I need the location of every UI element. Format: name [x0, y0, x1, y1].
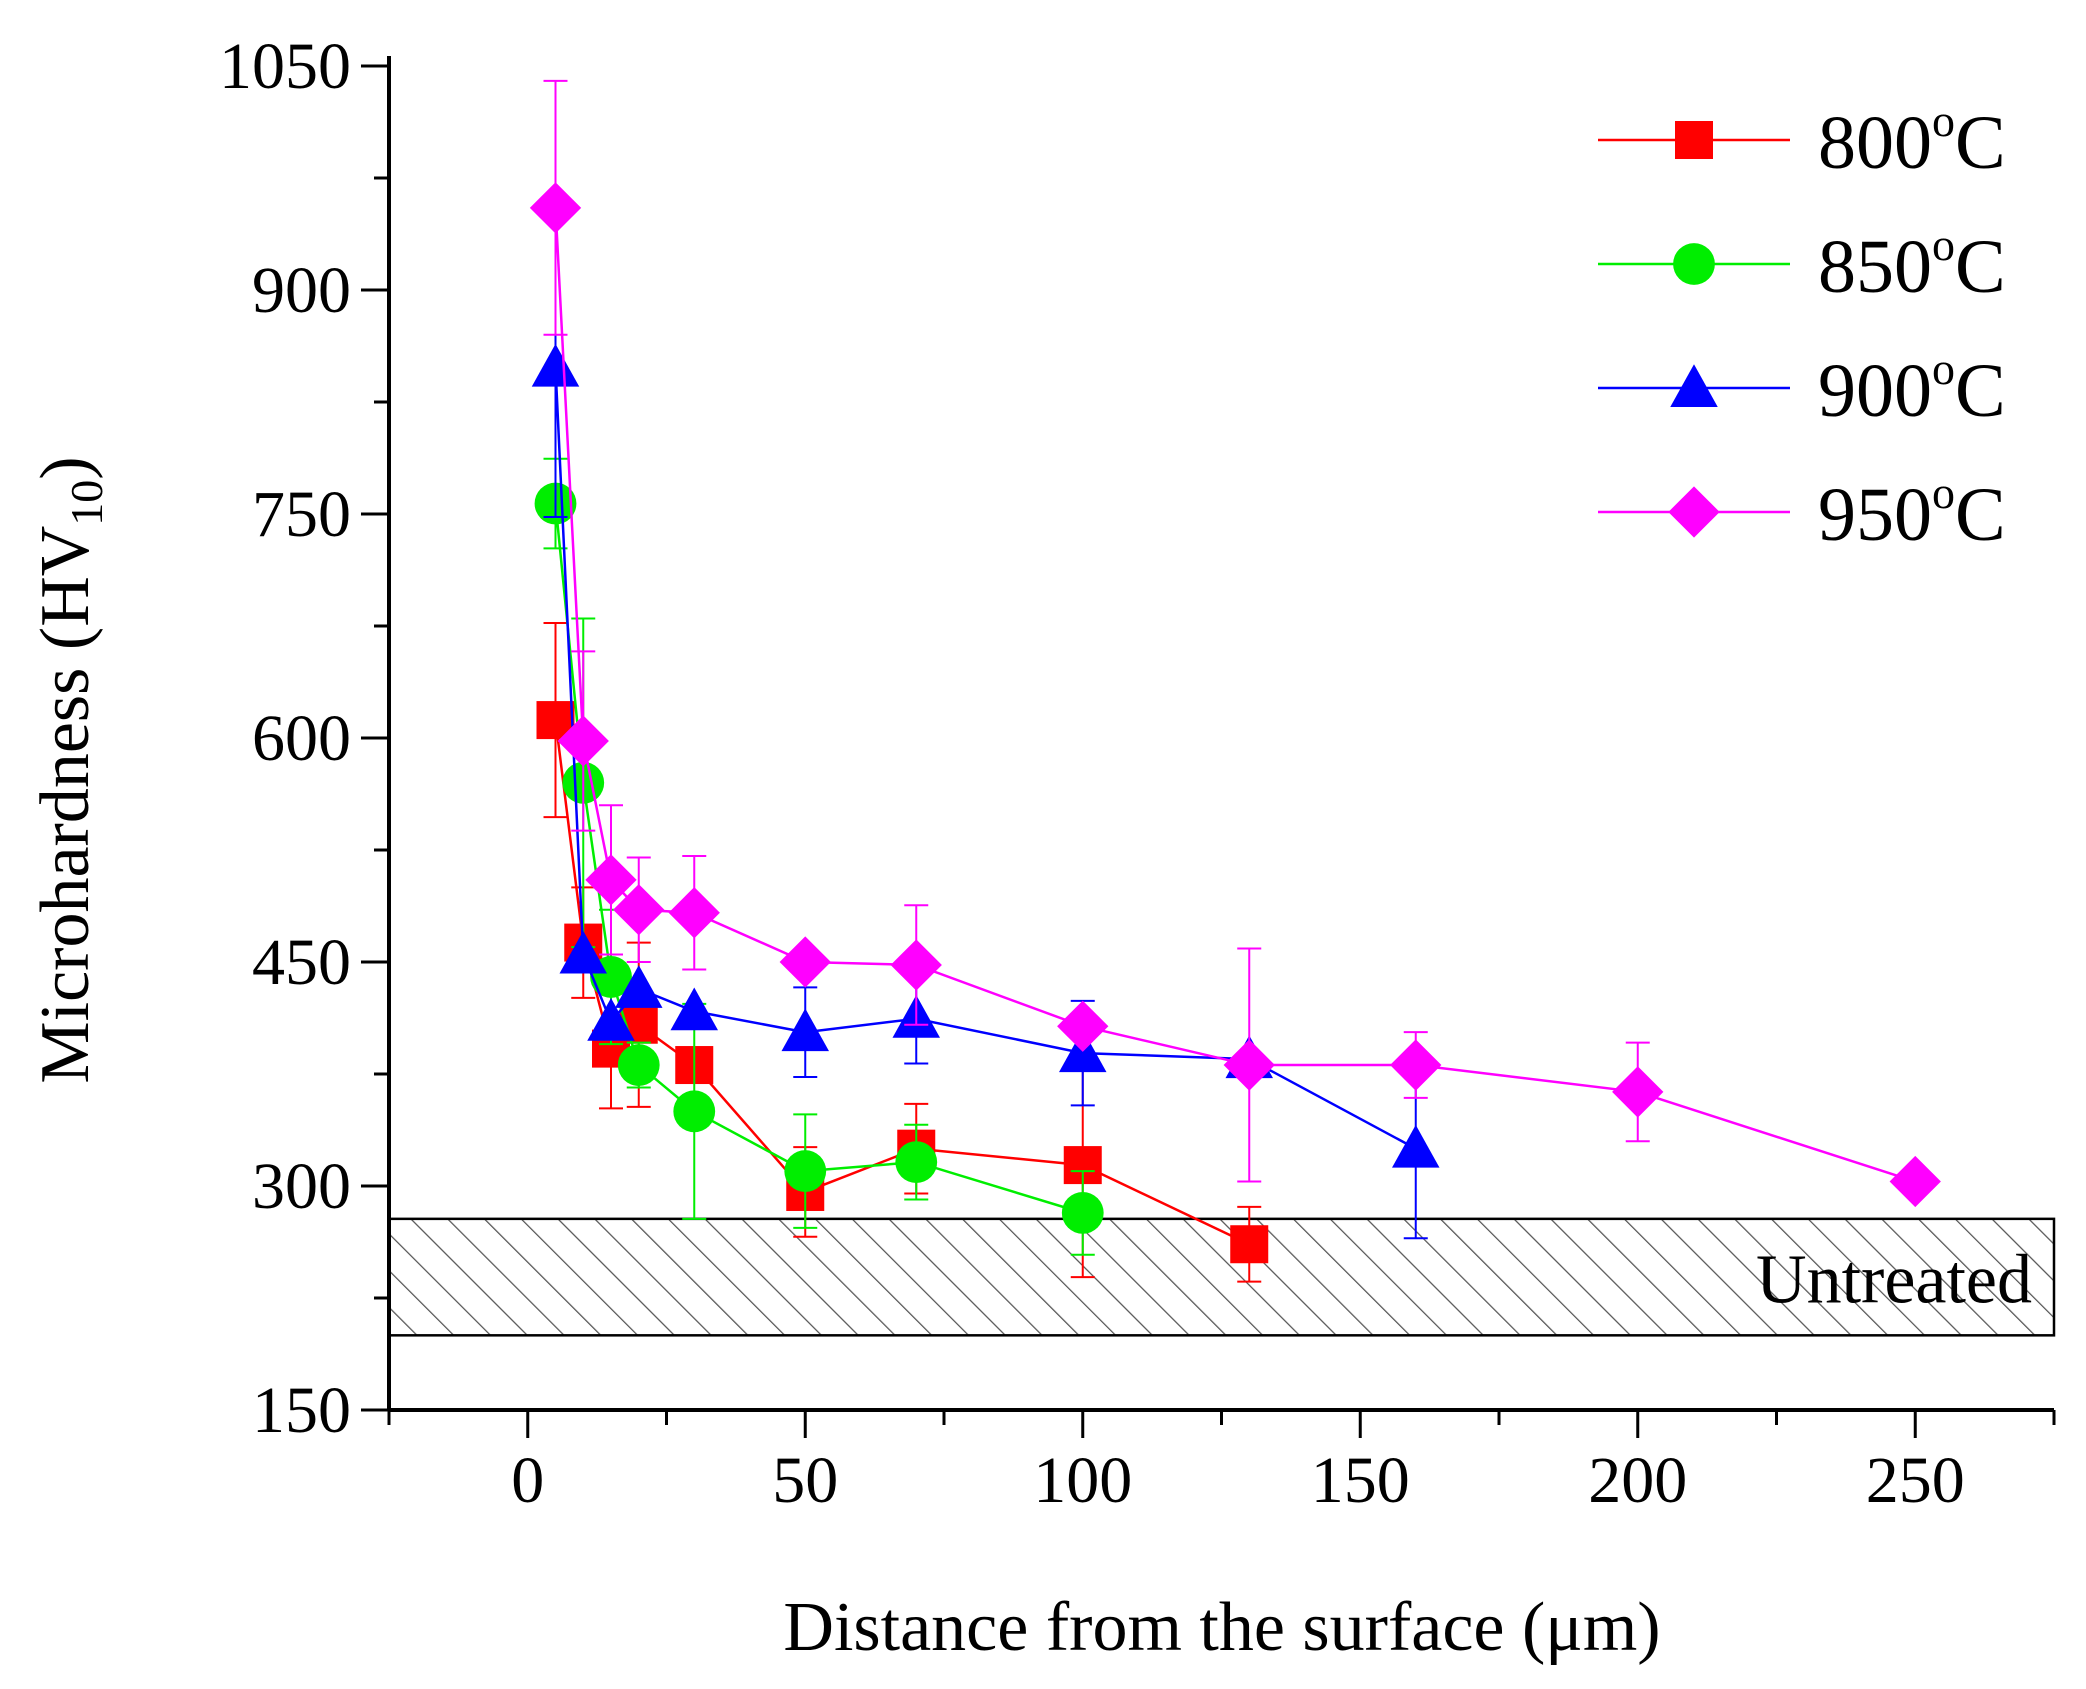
- legend-unit: C: [1955, 473, 2006, 557]
- data-point-950: [557, 715, 609, 767]
- data-point-850: [1061, 1191, 1104, 1234]
- legend-marker: [1670, 364, 1718, 407]
- y-tick-label: 450: [252, 926, 351, 999]
- data-point-900: [531, 343, 580, 387]
- y-tick-label: 150: [252, 1374, 351, 1447]
- data-point-950: [1057, 1000, 1109, 1052]
- data-point-900: [1392, 1124, 1440, 1168]
- x-tick-label: 50: [772, 1444, 838, 1517]
- data-point-850: [617, 1044, 660, 1086]
- series-850: [534, 457, 1104, 1256]
- legend-marker: [1673, 243, 1715, 285]
- data-point-900: [587, 997, 635, 1041]
- y-axis-title-main: Microhardness (HV: [27, 526, 104, 1084]
- y-tick-label: 600: [252, 702, 351, 775]
- legend-label: 800oC: [1818, 95, 2006, 185]
- data-point-900: [559, 930, 607, 974]
- y-tick-label: 300: [252, 1150, 351, 1223]
- x-tick-label: 200: [1588, 1444, 1687, 1517]
- data-point-900: [615, 965, 663, 1008]
- legend-temp: 950: [1818, 473, 1932, 557]
- legend-degree: o: [1932, 95, 1955, 146]
- legend-temp: 800: [1818, 101, 1932, 185]
- data-point-950: [585, 854, 637, 906]
- legend-label: 850oC: [1818, 219, 2006, 309]
- data-point-950: [613, 884, 665, 936]
- y-tick-label: 1050: [219, 30, 351, 103]
- series-800: [536, 622, 1269, 1283]
- data-point-850: [784, 1150, 827, 1192]
- legend-marker: [1675, 121, 1713, 159]
- y-axis-title: Microhardness (HV10): [27, 456, 112, 1083]
- legend-label: 900oC: [1818, 343, 2006, 433]
- legend-item-900: 900oC: [1598, 343, 2006, 433]
- legend-unit: C: [1955, 225, 2006, 309]
- y-tick-label: 900: [252, 254, 351, 327]
- data-point-900: [781, 1008, 829, 1052]
- data-point-950: [1612, 1066, 1664, 1118]
- y-tick-label: 750: [252, 478, 351, 551]
- data-point-950: [529, 182, 582, 234]
- legend-degree: o: [1932, 467, 1955, 518]
- data-point-950: [1889, 1155, 1941, 1208]
- y-axis-title-subscript: 10: [61, 480, 112, 526]
- series-group: [529, 79, 1941, 1283]
- data-point-900: [670, 987, 718, 1031]
- legend-item-800: 800oC: [1598, 95, 2006, 185]
- legend-item-950: 950oC: [1598, 467, 2006, 557]
- untreated-label: Untreated: [1756, 1242, 2032, 1319]
- data-point-800: [1230, 1225, 1269, 1264]
- data-point-850: [673, 1090, 716, 1133]
- x-tick-label: 250: [1866, 1444, 1965, 1517]
- series-950: [529, 79, 1941, 1208]
- legend-label: 950oC: [1818, 467, 2006, 557]
- legend-temp: 900: [1818, 349, 1932, 433]
- legend-unit: C: [1955, 101, 2006, 185]
- legend-degree: o: [1932, 343, 1955, 394]
- data-point-950: [1390, 1039, 1442, 1091]
- legend-marker: [1668, 486, 1720, 538]
- untreated-band: [387, 1217, 2056, 1337]
- series-line-950: [554, 207, 1916, 1183]
- legend-temp: 850: [1818, 225, 1932, 309]
- legend-unit: C: [1955, 349, 2006, 433]
- legend-degree: o: [1932, 219, 1955, 270]
- data-point-950: [890, 939, 942, 991]
- data-point-850: [895, 1141, 938, 1184]
- untreated-band-group: Untreated: [387, 1217, 2056, 1337]
- x-tick-label: 0: [511, 1444, 544, 1517]
- x-axis-title: Distance from the surface (μm): [783, 1589, 1660, 1666]
- data-point-950: [668, 887, 720, 939]
- legend-item-850: 850oC: [1598, 219, 2006, 309]
- data-point-950: [779, 936, 831, 988]
- x-tick-label: 100: [1033, 1444, 1132, 1517]
- axes-group: 150 300 450 600 750 900 1050 0 50 100 150 200 250: [219, 30, 2056, 1517]
- series-line-900: [554, 367, 1417, 1150]
- x-tick-label: 150: [1311, 1444, 1410, 1517]
- series-900: [531, 217, 1440, 1240]
- y-axis-title-close: ): [27, 456, 104, 479]
- data-point-950: [1223, 1039, 1275, 1091]
